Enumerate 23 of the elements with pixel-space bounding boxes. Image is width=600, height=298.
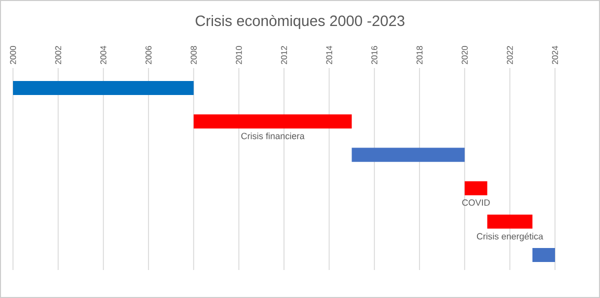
x-tick-label: 2014 [326, 46, 332, 64]
x-tick-label: 2008 [190, 46, 197, 64]
bar [487, 214, 532, 229]
x-tick-label: 2012 [281, 46, 287, 64]
x-tick-label: 2016 [371, 46, 378, 64]
bar [464, 181, 488, 196]
bar [194, 114, 352, 128]
x-tick-label: 2002 [55, 46, 62, 64]
x-tick-label: 2000 [10, 46, 16, 64]
bar [352, 148, 465, 162]
x-tick-label: 2024 [552, 46, 558, 64]
x-tick-label: 2018 [416, 46, 423, 64]
annotation: Crisis energética [476, 232, 544, 242]
x-tick-label: 2022 [506, 46, 513, 64]
chart-title: Crisis econòmiques 2000 -2023 [196, 14, 404, 30]
annotation: Crisis financiera [241, 132, 305, 140]
x-tick-label: 2004 [100, 46, 106, 64]
x-tick-label: 2010 [236, 46, 242, 64]
x-tick-label: 2020 [462, 46, 468, 64]
bar [532, 248, 556, 262]
bar [13, 81, 194, 96]
x-tick-label: 2006 [146, 46, 152, 64]
annotation: COVID [462, 199, 490, 206]
